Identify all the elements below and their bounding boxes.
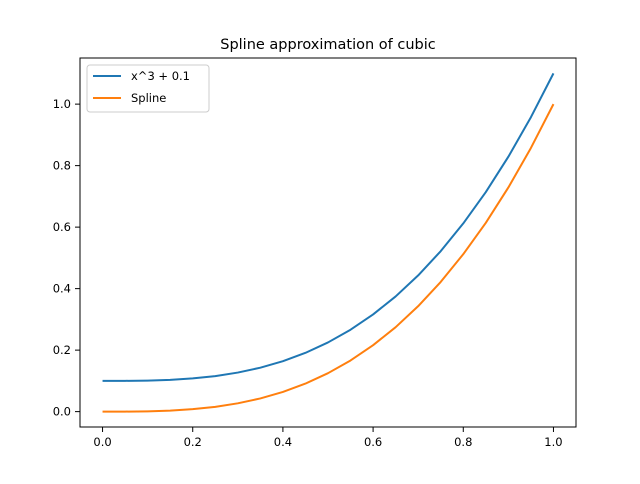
chart-title: Spline approximation of cubic xyxy=(220,37,436,53)
x-tick-label: 0.0 xyxy=(93,435,111,449)
plot-area xyxy=(102,72,555,413)
x-tick-label: 0.6 xyxy=(364,435,382,449)
y-tick-label: 0.6 xyxy=(53,220,71,234)
y-tick-label: 0.0 xyxy=(53,405,71,419)
series-line-1 xyxy=(102,103,555,413)
axes-frame xyxy=(79,57,577,428)
y-tick-label: 1.0 xyxy=(53,97,71,111)
legend-label-1: Spline xyxy=(131,91,166,105)
legend: x^3 + 0.1 Spline xyxy=(86,64,210,113)
x-tick-label: 0.8 xyxy=(454,435,472,449)
series-line-0 xyxy=(102,72,555,382)
x-tick-label: 0.2 xyxy=(184,435,202,449)
y-tick-label: 0.8 xyxy=(53,159,71,173)
axes: 0.0 0.2 0.4 0.6 0.8 1.0 0.0 0.2 0.4 0.6 0.8 1.0 xyxy=(53,57,577,449)
y-tick-label: 0.2 xyxy=(53,343,71,357)
x-tick-label: 1.0 xyxy=(544,435,562,449)
y-tick-label: 0.4 xyxy=(53,282,71,296)
x-tick-label: 0.4 xyxy=(274,435,292,449)
legend-label-0: x^3 + 0.1 xyxy=(131,69,190,83)
